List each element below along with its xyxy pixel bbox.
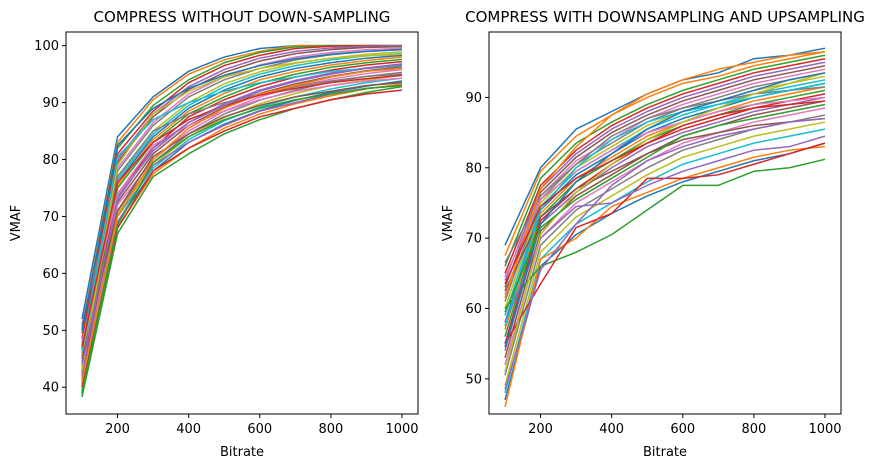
- x-tick-label: 800: [741, 422, 766, 437]
- x-axis-ticks: 200 400 600 800 1000: [528, 414, 842, 437]
- series-line-20: [504, 128, 826, 394]
- series-line-17: [504, 107, 826, 365]
- y-tick-label: 90: [465, 91, 482, 106]
- series-line-5: [504, 61, 826, 281]
- plot-frame: [65, 31, 419, 415]
- x-tick-label: 200: [105, 422, 130, 437]
- series-line-27: [81, 77, 403, 342]
- series-line-20: [81, 77, 403, 391]
- series-line-12: [504, 86, 826, 330]
- series-line-6: [504, 65, 826, 288]
- series-line-11: [81, 54, 403, 365]
- series-line-34: [81, 74, 403, 348]
- series-line-25: [81, 84, 403, 377]
- series-line-26: [81, 81, 403, 359]
- x-tick-label: 400: [176, 422, 201, 437]
- series-line-4: [81, 44, 402, 339]
- x-tick-label: 600: [247, 422, 272, 437]
- series-line-21: [81, 80, 403, 394]
- y-tick-label: 70: [465, 232, 482, 247]
- series-line-13: [504, 89, 826, 337]
- series-line-31: [81, 48, 403, 331]
- series-line-15: [504, 96, 826, 351]
- series-line-25: [504, 135, 826, 323]
- y-tick-label: 40: [42, 381, 59, 396]
- y-tick-label: 60: [465, 302, 482, 317]
- series-line-30: [504, 82, 826, 327]
- series-line-3: [504, 54, 826, 267]
- y-axis-label: VMAF: [9, 205, 24, 241]
- series-line-29: [81, 53, 403, 371]
- series-line-19: [504, 121, 826, 387]
- x-axis-ticks: 200 400 600 800 1000: [105, 414, 419, 437]
- series-lines: [504, 47, 826, 408]
- series-line-34: [504, 100, 826, 285]
- series-line-32: [81, 67, 403, 382]
- series-line-23: [504, 158, 826, 309]
- chart-panel-without-downsampling: COMPRESS WITHOUT DOWN-SAMPLING 200 400 600…: [9, 8, 419, 460]
- series-line-8: [504, 72, 826, 302]
- y-axis-label: VMAF: [441, 205, 456, 241]
- x-tick-label: 1000: [385, 422, 418, 437]
- series-line-24: [81, 89, 403, 388]
- y-tick-label: 60: [42, 267, 59, 282]
- chart-title: COMPRESS WITH DOWNSAMPLING AND UPSAMPLIN…: [465, 8, 865, 26]
- y-tick-label: 70: [42, 210, 59, 225]
- series-line-2: [504, 50, 826, 257]
- series-line-35: [81, 63, 403, 365]
- series-line-33: [504, 103, 826, 313]
- series-line-28: [504, 86, 826, 264]
- y-tick-label: 50: [42, 324, 59, 339]
- series-line-35: [504, 117, 826, 390]
- y-tick-label: 80: [42, 153, 59, 168]
- series-line-17: [81, 68, 403, 382]
- x-tick-label: 600: [670, 422, 695, 437]
- series-line-18: [81, 71, 403, 385]
- series-line-31: [504, 72, 826, 348]
- x-tick-label: 200: [528, 422, 553, 437]
- y-axis-ticks: 50 60 70 80 90: [465, 91, 489, 387]
- x-axis-label: Bitrate: [220, 445, 264, 460]
- series-line-10: [81, 52, 403, 362]
- x-tick-label: 400: [599, 422, 624, 437]
- series-line-32: [504, 50, 826, 299]
- series-line-27: [504, 96, 826, 278]
- plot-frame: [488, 31, 842, 415]
- series-line-14: [81, 60, 403, 374]
- x-tick-label: 1000: [808, 422, 841, 437]
- series-line-13: [81, 58, 403, 371]
- chart-panel-with-downsampling: COMPRESS WITH DOWNSAMPLING AND UPSAMPLIN…: [441, 8, 865, 460]
- series-line-22: [504, 145, 826, 408]
- series-line-21: [504, 142, 826, 401]
- x-axis-label: Bitrate: [643, 445, 687, 460]
- y-tick-label: 90: [42, 96, 59, 111]
- series-line-33: [81, 84, 403, 394]
- series-line-7: [504, 68, 826, 295]
- chart-title: COMPRESS WITHOUT DOWN-SAMPLING: [94, 8, 391, 26]
- series-line-23: [81, 85, 403, 398]
- series-line-14: [504, 93, 826, 344]
- y-tick-label: 50: [465, 372, 482, 387]
- y-tick-label: 100: [34, 39, 59, 54]
- series-lines: [81, 44, 403, 398]
- y-tick-label: 80: [465, 161, 482, 176]
- y-axis-ticks: 40 50 60 70 80 90 100: [34, 39, 66, 396]
- series-line-30: [81, 64, 403, 351]
- series-line-22: [81, 83, 403, 396]
- series-line-5: [81, 44, 403, 345]
- x-tick-label: 800: [318, 422, 343, 437]
